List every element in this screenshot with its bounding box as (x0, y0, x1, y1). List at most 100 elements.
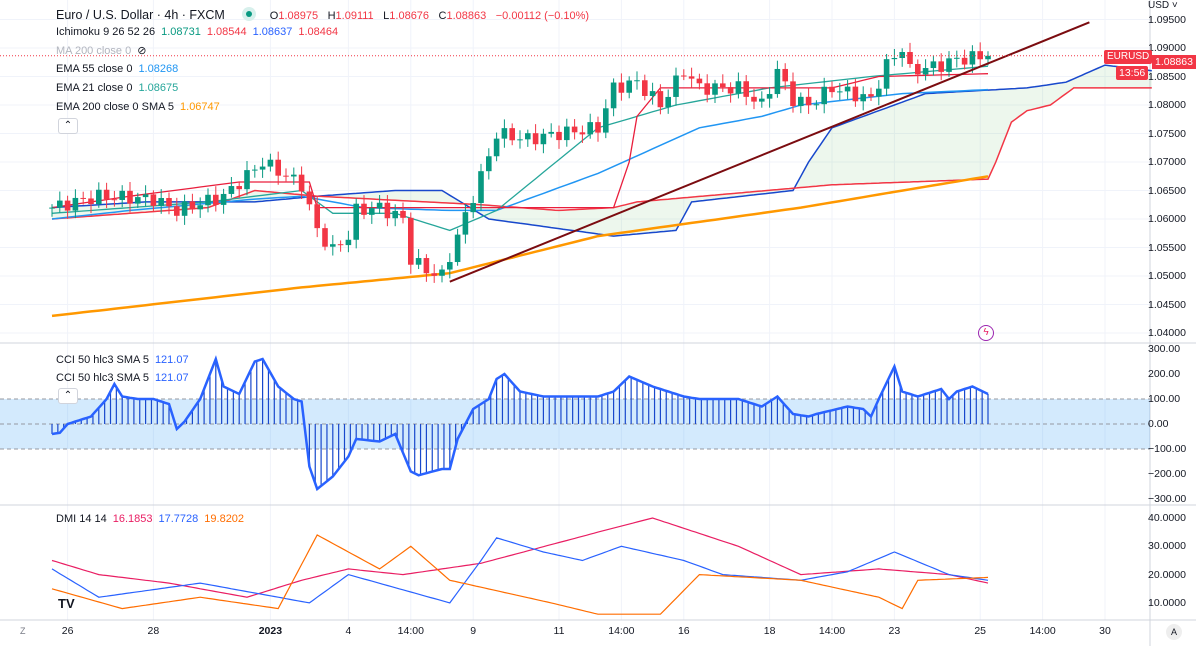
candle-body (532, 133, 539, 145)
cci-tick: 100.00 (1148, 393, 1181, 405)
candle-body (345, 239, 352, 246)
candle-body (540, 133, 547, 145)
time-tick: 2023 (258, 625, 283, 637)
candle-body (361, 203, 367, 215)
cci-line (51, 355, 989, 492)
candle-body (860, 94, 866, 102)
candle-body (244, 170, 250, 190)
candle-body (899, 52, 905, 59)
candle-body (766, 94, 773, 99)
candle-body (681, 75, 687, 77)
ema21-legend[interactable]: EMA 21 close 0 1.08675 (56, 82, 184, 94)
time-tick: 4 (345, 625, 352, 637)
candle-body (727, 87, 734, 94)
ema55-value: 1.08268 (138, 63, 179, 75)
time-tick: 28 (147, 625, 160, 637)
candle-body (454, 234, 461, 263)
dmi-v3: 19.8202 (204, 513, 245, 525)
candle-body (408, 217, 414, 265)
candle-body (704, 83, 710, 95)
time-tick: 14:00 (818, 625, 846, 637)
high-label: H (327, 10, 336, 22)
candle-body (946, 58, 952, 72)
cci-tick: −300.00 (1148, 493, 1187, 505)
ema200-legend[interactable]: EMA 200 close 0 SMA 5 1.06747 (56, 101, 226, 113)
ichimoku-v1: 1.08731 (161, 26, 201, 38)
ichimoku-label: Ichimoku 9 26 52 26 (56, 26, 156, 38)
dmi-plus-line (51, 517, 989, 598)
candle-body (400, 210, 406, 218)
snapshot-icon[interactable]: ϟ (978, 325, 994, 341)
candle-body (49, 207, 55, 209)
candle-body (369, 208, 375, 215)
candle-body (587, 122, 593, 135)
ma200-legend[interactable]: MA 200 close 0 ⊘ (56, 44, 152, 57)
close-label: C (438, 10, 447, 22)
candle-body (88, 198, 94, 205)
candle-body (337, 244, 344, 246)
price-tick: 1.05000 (1148, 270, 1186, 282)
candle-body (493, 138, 500, 157)
symbol-title[interactable]: Euro / U.S. Dollar · 4h · FXCM (56, 8, 225, 22)
candle-body (64, 200, 71, 211)
ema55-label: EMA 55 close 0 (56, 63, 133, 75)
candle-body (759, 98, 765, 102)
ema55-legend[interactable]: EMA 55 close 0 1.08268 (56, 63, 184, 75)
low-value: 1.08676 (389, 10, 430, 22)
candle-body (291, 174, 297, 177)
zoom-reset-button[interactable]: Z (20, 626, 26, 636)
candle-body (205, 194, 211, 206)
eye-hidden-icon[interactable]: ⊘ (137, 45, 147, 57)
ichimoku-legend[interactable]: Ichimoku 9 26 52 26 1.08731 1.08544 1.08637… (56, 26, 344, 38)
candle-body (798, 96, 804, 107)
candle-body (158, 198, 164, 206)
time-tick: 30 (1099, 625, 1111, 637)
candle-body (805, 96, 812, 106)
candle-body (571, 126, 578, 133)
candle-body (353, 203, 359, 240)
ichimoku-cloud (52, 65, 1152, 237)
candle-body (954, 57, 960, 59)
cci-tick: 300.00 (1148, 343, 1181, 355)
candle-body (127, 190, 133, 204)
candle-body (790, 81, 796, 107)
candle-body (525, 133, 531, 140)
tradingview-logo[interactable]: TV (58, 596, 75, 611)
candle-body (486, 156, 492, 172)
dmi-tick: 30.0000 (1148, 540, 1186, 553)
candle-body (751, 96, 757, 102)
cci-tick: 0.00 (1148, 418, 1169, 430)
cci-legend-1[interactable]: CCI 50 hlc3 SMA 5 121.07 (56, 354, 195, 366)
candle-body (298, 174, 305, 192)
candle-body (330, 244, 336, 247)
cci-legend-2[interactable]: CCI 50 hlc3 SMA 5 121.07 (56, 372, 195, 384)
candle-body (275, 159, 281, 176)
candle-body (852, 86, 859, 102)
candle-body (907, 52, 913, 64)
auto-scale-button[interactable]: A (1166, 624, 1182, 640)
candle-body (743, 81, 749, 97)
candle-body (657, 91, 664, 108)
symbol-legend: Euro / U.S. Dollar · 4h · FXCM O1.08975 … (56, 7, 595, 22)
dmi-legend[interactable]: DMI 14 14 16.1853 17.7728 19.8202 (56, 513, 250, 525)
candle-body (961, 57, 968, 65)
candle-body (384, 202, 391, 219)
candle-body (735, 81, 742, 94)
candle-body (111, 199, 118, 201)
open-value: 1.08975 (278, 10, 319, 22)
candle-body (595, 122, 601, 133)
candle-body (439, 269, 445, 276)
price-tick: 1.08000 (1148, 99, 1186, 111)
candle-body (774, 68, 781, 95)
price-tick: 1.05500 (1148, 241, 1186, 254)
candle-body (392, 210, 398, 219)
collapse-cci-legend-button[interactable]: ⌃ (58, 388, 78, 404)
candle-body (423, 258, 430, 274)
time-tick: 14:00 (397, 625, 424, 637)
time-tick: 16 (677, 625, 690, 637)
collapse-legend-button[interactable]: ⌃ (58, 118, 78, 134)
currency-selector[interactable]: USD ˅ (1148, 0, 1178, 11)
time-tick: 23 (888, 625, 901, 637)
ema200-value: 1.06747 (180, 101, 220, 113)
